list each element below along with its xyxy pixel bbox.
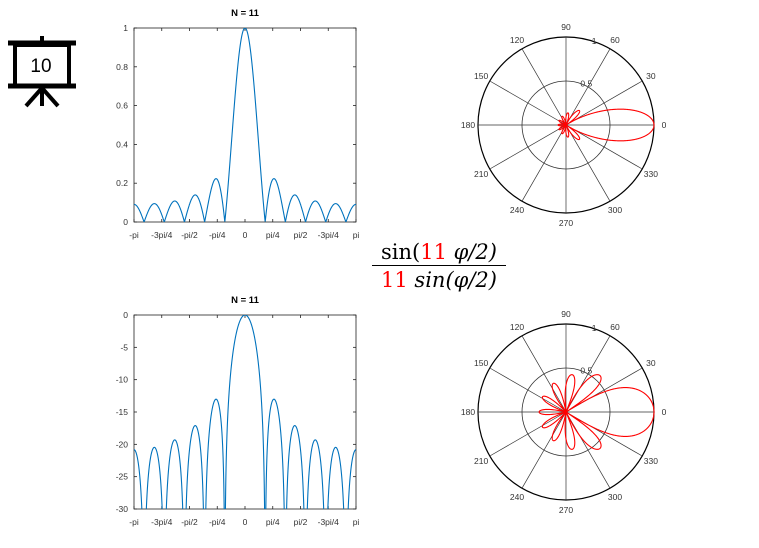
polar-linear-angle-label: 180 xyxy=(461,120,475,130)
polar-db-angle-label: 120 xyxy=(510,322,524,332)
linear-ytick-label: 0.4 xyxy=(116,139,128,149)
polar-db-angle-label: 30 xyxy=(646,358,656,368)
db-series-line xyxy=(134,315,356,509)
polar-db-angle-label: 60 xyxy=(610,322,620,332)
polar-linear-angle-label: 240 xyxy=(510,205,524,215)
polar-db-angle-label: 180 xyxy=(461,407,475,417)
polar-linear-spoke xyxy=(565,124,611,202)
polar-linear-angle-label: 330 xyxy=(644,169,658,179)
linear-ytick-label: 0.6 xyxy=(116,101,128,111)
polar-linear-rtick-label: 1 xyxy=(592,36,597,46)
linear-xtick-label: pi xyxy=(353,230,360,240)
db-ytick-label: -30 xyxy=(116,504,129,514)
db-ytick-label: -25 xyxy=(116,472,129,482)
polar-linear-angle-label: 120 xyxy=(510,35,524,45)
polar-linear-spoke xyxy=(521,124,567,202)
formula-numerator: sin(11 φ/2) xyxy=(372,240,506,266)
linear-ytick-label: 1 xyxy=(123,23,128,33)
linear-title: N = 11 xyxy=(231,8,259,19)
linear-xtick-label: pi/4 xyxy=(266,230,280,240)
linear-ytick-label: 0.2 xyxy=(116,178,128,188)
formula-denominator-n: 11 xyxy=(381,268,408,292)
polar-linear-spoke xyxy=(489,80,567,126)
projector-screen-icon: 10 xyxy=(8,36,76,108)
polar-db-spoke xyxy=(489,411,567,457)
db-xtick-label: -pi xyxy=(129,517,139,527)
polar-linear-angle-label: 270 xyxy=(559,218,573,228)
polar-db-angle-label: 150 xyxy=(474,358,488,368)
db-ytick-label: -20 xyxy=(116,439,129,449)
linear-axes-box xyxy=(133,27,357,223)
polar-db-spoke xyxy=(521,335,567,413)
polar-linear-spoke xyxy=(489,124,567,170)
polar-db-rtick-label: 1 xyxy=(592,323,597,333)
linear-xtick-label: 0 xyxy=(243,230,248,240)
polar-linear-angle-label: 300 xyxy=(608,205,622,215)
db-xtick-label: -3pi/4 xyxy=(151,517,173,527)
formula-denominator: 11 sin(φ/2) xyxy=(381,268,497,292)
polar-db-angle-label: 90 xyxy=(561,309,571,319)
db-ytick-label: -15 xyxy=(116,407,129,417)
db-title: N = 11 xyxy=(231,295,259,306)
db-xtick-label: 0 xyxy=(243,517,248,527)
db-xtick-label: -pi/2 xyxy=(181,517,198,527)
polar-linear-angle-label: 150 xyxy=(474,71,488,81)
polar-linear-angle-label: 30 xyxy=(646,71,656,81)
db-xtick-label: -3pi/4 xyxy=(318,517,340,527)
db-ytick-label: -10 xyxy=(116,375,129,385)
polar-linear-pattern-trace xyxy=(557,108,655,142)
linear-xtick-label: pi/2 xyxy=(294,230,308,240)
polar-db-rtick-label: 0.5 xyxy=(580,365,592,375)
array-factor-formula: sin(11 φ/2) 11 sin(φ/2) xyxy=(372,240,506,292)
polar-db-angle-label: 270 xyxy=(559,505,573,515)
polar-db-angle-label: 0 xyxy=(662,407,667,417)
db-xtick-label: pi xyxy=(353,517,360,527)
linear-xtick-label: -pi xyxy=(129,230,139,240)
polar-linear-angle-label: 90 xyxy=(561,22,571,32)
polar-db-angle-label: 330 xyxy=(644,456,658,466)
polar-db-spoke xyxy=(489,367,567,413)
polar-db-angle-label: 300 xyxy=(608,492,622,502)
linear-xtick-label: -pi/2 xyxy=(181,230,198,240)
polar-linear-spoke xyxy=(521,48,567,126)
linear-xtick-label: -3pi/4 xyxy=(151,230,173,240)
db-xtick-label: pi/2 xyxy=(294,517,308,527)
slide-number: 10 xyxy=(30,56,51,77)
linear-xtick-label: -pi/4 xyxy=(209,230,226,240)
polar-db-spoke xyxy=(521,411,567,489)
db-ytick-label: 0 xyxy=(123,310,128,320)
polar-linear-spoke xyxy=(565,48,611,126)
polar-linear-rtick-label: 0.5 xyxy=(580,78,592,88)
formula-n-value: 11 xyxy=(420,240,447,264)
db-xtick-label: -pi/4 xyxy=(209,517,226,527)
polar-db-pattern-trace xyxy=(538,374,655,450)
polar-db-angle-label: 240 xyxy=(510,492,524,502)
polar-linear-angle-label: 0 xyxy=(662,120,667,130)
polar-linear-angle-label: 210 xyxy=(474,169,488,179)
linear-ytick-label: 0.8 xyxy=(116,62,128,72)
linear-ytick-label: 0 xyxy=(123,217,128,227)
linear-xtick-label: -3pi/4 xyxy=(318,230,340,240)
polar-db-angle-label: 210 xyxy=(474,456,488,466)
db-ytick-label: -5 xyxy=(120,342,128,352)
db-xtick-label: pi/4 xyxy=(266,517,280,527)
polar-linear-angle-label: 60 xyxy=(610,35,620,45)
linear-series-line xyxy=(134,28,356,222)
